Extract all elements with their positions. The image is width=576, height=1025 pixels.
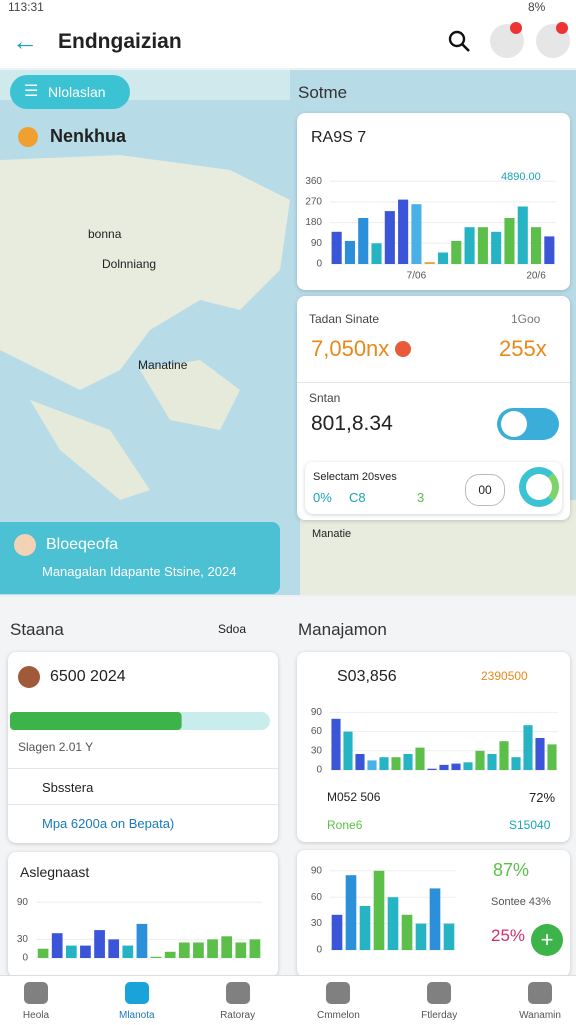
chart-title: RA9S 7: [311, 129, 367, 146]
profile-button[interactable]: [536, 22, 570, 58]
map-info-card[interactable]: Bloeqeofa Managalan Idapante Stsine, 202…: [0, 522, 280, 594]
item-label: Rone6: [327, 818, 363, 832]
nav-bar: [0, 975, 576, 1025]
avatar: [18, 666, 40, 688]
toggle[interactable]: [497, 408, 559, 440]
divider: [8, 768, 278, 769]
nav-icon[interactable]: [326, 982, 351, 1004]
sub-title: Selectam 20sves: [313, 471, 397, 483]
map-card-subtitle: Managalan Idapante Stsine, 2024: [42, 564, 237, 579]
chart-legend: 4890.00: [501, 171, 541, 183]
toggle-knob: [501, 411, 527, 437]
nav-icon[interactable]: [124, 982, 149, 1004]
sub-card: Selectam 20sves 0% C8 3 00: [305, 462, 562, 514]
map-card-title: Bloeqeofa: [46, 536, 119, 553]
map-label: Manatine: [138, 358, 188, 372]
nav-icon[interactable]: [427, 982, 452, 1004]
page-title: Endngaizian: [58, 30, 182, 53]
item-value: S15040: [509, 818, 551, 832]
profile-caption: Slagen 2.01 Y: [18, 740, 94, 754]
chart-card: Aslegnaast: [8, 852, 278, 977]
nav-label[interactable]: Ftlerday: [421, 1010, 458, 1021]
stats-link[interactable]: 1Goo: [511, 312, 541, 326]
item-label: M052 506: [327, 790, 381, 804]
stats-value: 801,8.34: [311, 412, 393, 435]
location-name: Nenkhua: [50, 126, 127, 146]
badge: [510, 22, 522, 34]
stats-side: 255x: [499, 336, 547, 361]
search-icon[interactable]: [446, 28, 472, 54]
map-button[interactable]: Nlolaslan ☰: [10, 75, 130, 109]
chart-card: 87% Sontee 43% 25% +: [297, 850, 570, 977]
section-title: Staana: [10, 620, 64, 639]
item-value: 72%: [529, 790, 556, 805]
stats-label: Sntan: [309, 391, 341, 405]
nav-icon[interactable]: [528, 982, 552, 1004]
stat: Sontee 43%: [491, 896, 551, 908]
avatar: [14, 534, 36, 556]
nav-label[interactable]: Heola: [22, 1010, 50, 1021]
menu-icon: ☰: [24, 83, 39, 100]
map-label: Dolnniang: [102, 257, 157, 271]
notification-button[interactable]: [490, 22, 524, 58]
section-link[interactable]: Sdoa: [218, 622, 247, 636]
profile-card: 6500 2024 Slagen 2.01 Y Sbsstera Mpa 620…: [8, 652, 278, 843]
nav-label[interactable]: Wanamin: [519, 1010, 561, 1021]
list-item[interactable]: Sbsstera: [42, 780, 94, 795]
search-glyph: [448, 30, 470, 52]
status-dot: [395, 341, 411, 357]
chart-title: Aslegnaast: [20, 864, 90, 880]
divider: [297, 382, 570, 383]
nav-label[interactable]: Mlanota: [119, 1010, 155, 1021]
section-title: Manajamon: [298, 620, 387, 639]
stat: 25%: [491, 926, 526, 945]
icon-box[interactable]: 00: [465, 474, 505, 506]
nav-icon[interactable]: [24, 982, 48, 1004]
profile-title: 6500 2024: [50, 668, 126, 685]
back-button[interactable]: ←: [12, 26, 38, 56]
location-icon: [18, 127, 38, 147]
nav-icon[interactable]: [225, 982, 250, 1004]
section-title: Sotme: [298, 83, 348, 102]
top-bar: [0, 0, 576, 68]
stats-main: 7,050nx: [311, 336, 390, 361]
sub-value: 0%: [313, 490, 332, 505]
map-label: bonna: [88, 227, 122, 241]
map-button-label: Nlolaslan: [48, 84, 106, 100]
nav-label[interactable]: Cmmelon: [316, 1010, 360, 1021]
list-item[interactable]: Mpa 6200a on Bepata): [42, 816, 175, 831]
nav-label[interactable]: Ratoray: [220, 1010, 256, 1021]
stat: 87%: [493, 860, 530, 880]
badge: [556, 22, 568, 34]
time: 113:31: [8, 0, 44, 14]
donut-icon: [519, 467, 559, 507]
sub-value: C8: [349, 490, 366, 505]
stats-title: Tadan Sinate: [309, 312, 380, 326]
add-button[interactable]: +: [531, 924, 563, 956]
sub-value: 3: [417, 490, 425, 505]
divider: [8, 804, 278, 805]
stats-card: Tadan Sinate 1Goo 7,050nx 255x Sntan 801…: [297, 296, 570, 520]
battery: 8%: [528, 0, 546, 14]
map-label: Manatie: [312, 528, 352, 540]
chart-card: S03,856 2390500 M052 506 72% Rone6 S1504…: [297, 652, 570, 842]
chart-card: RA9S 7 4890.00: [297, 113, 570, 290]
chart-legend: 2390500: [481, 669, 528, 683]
chart-title: S03,856: [337, 668, 397, 685]
